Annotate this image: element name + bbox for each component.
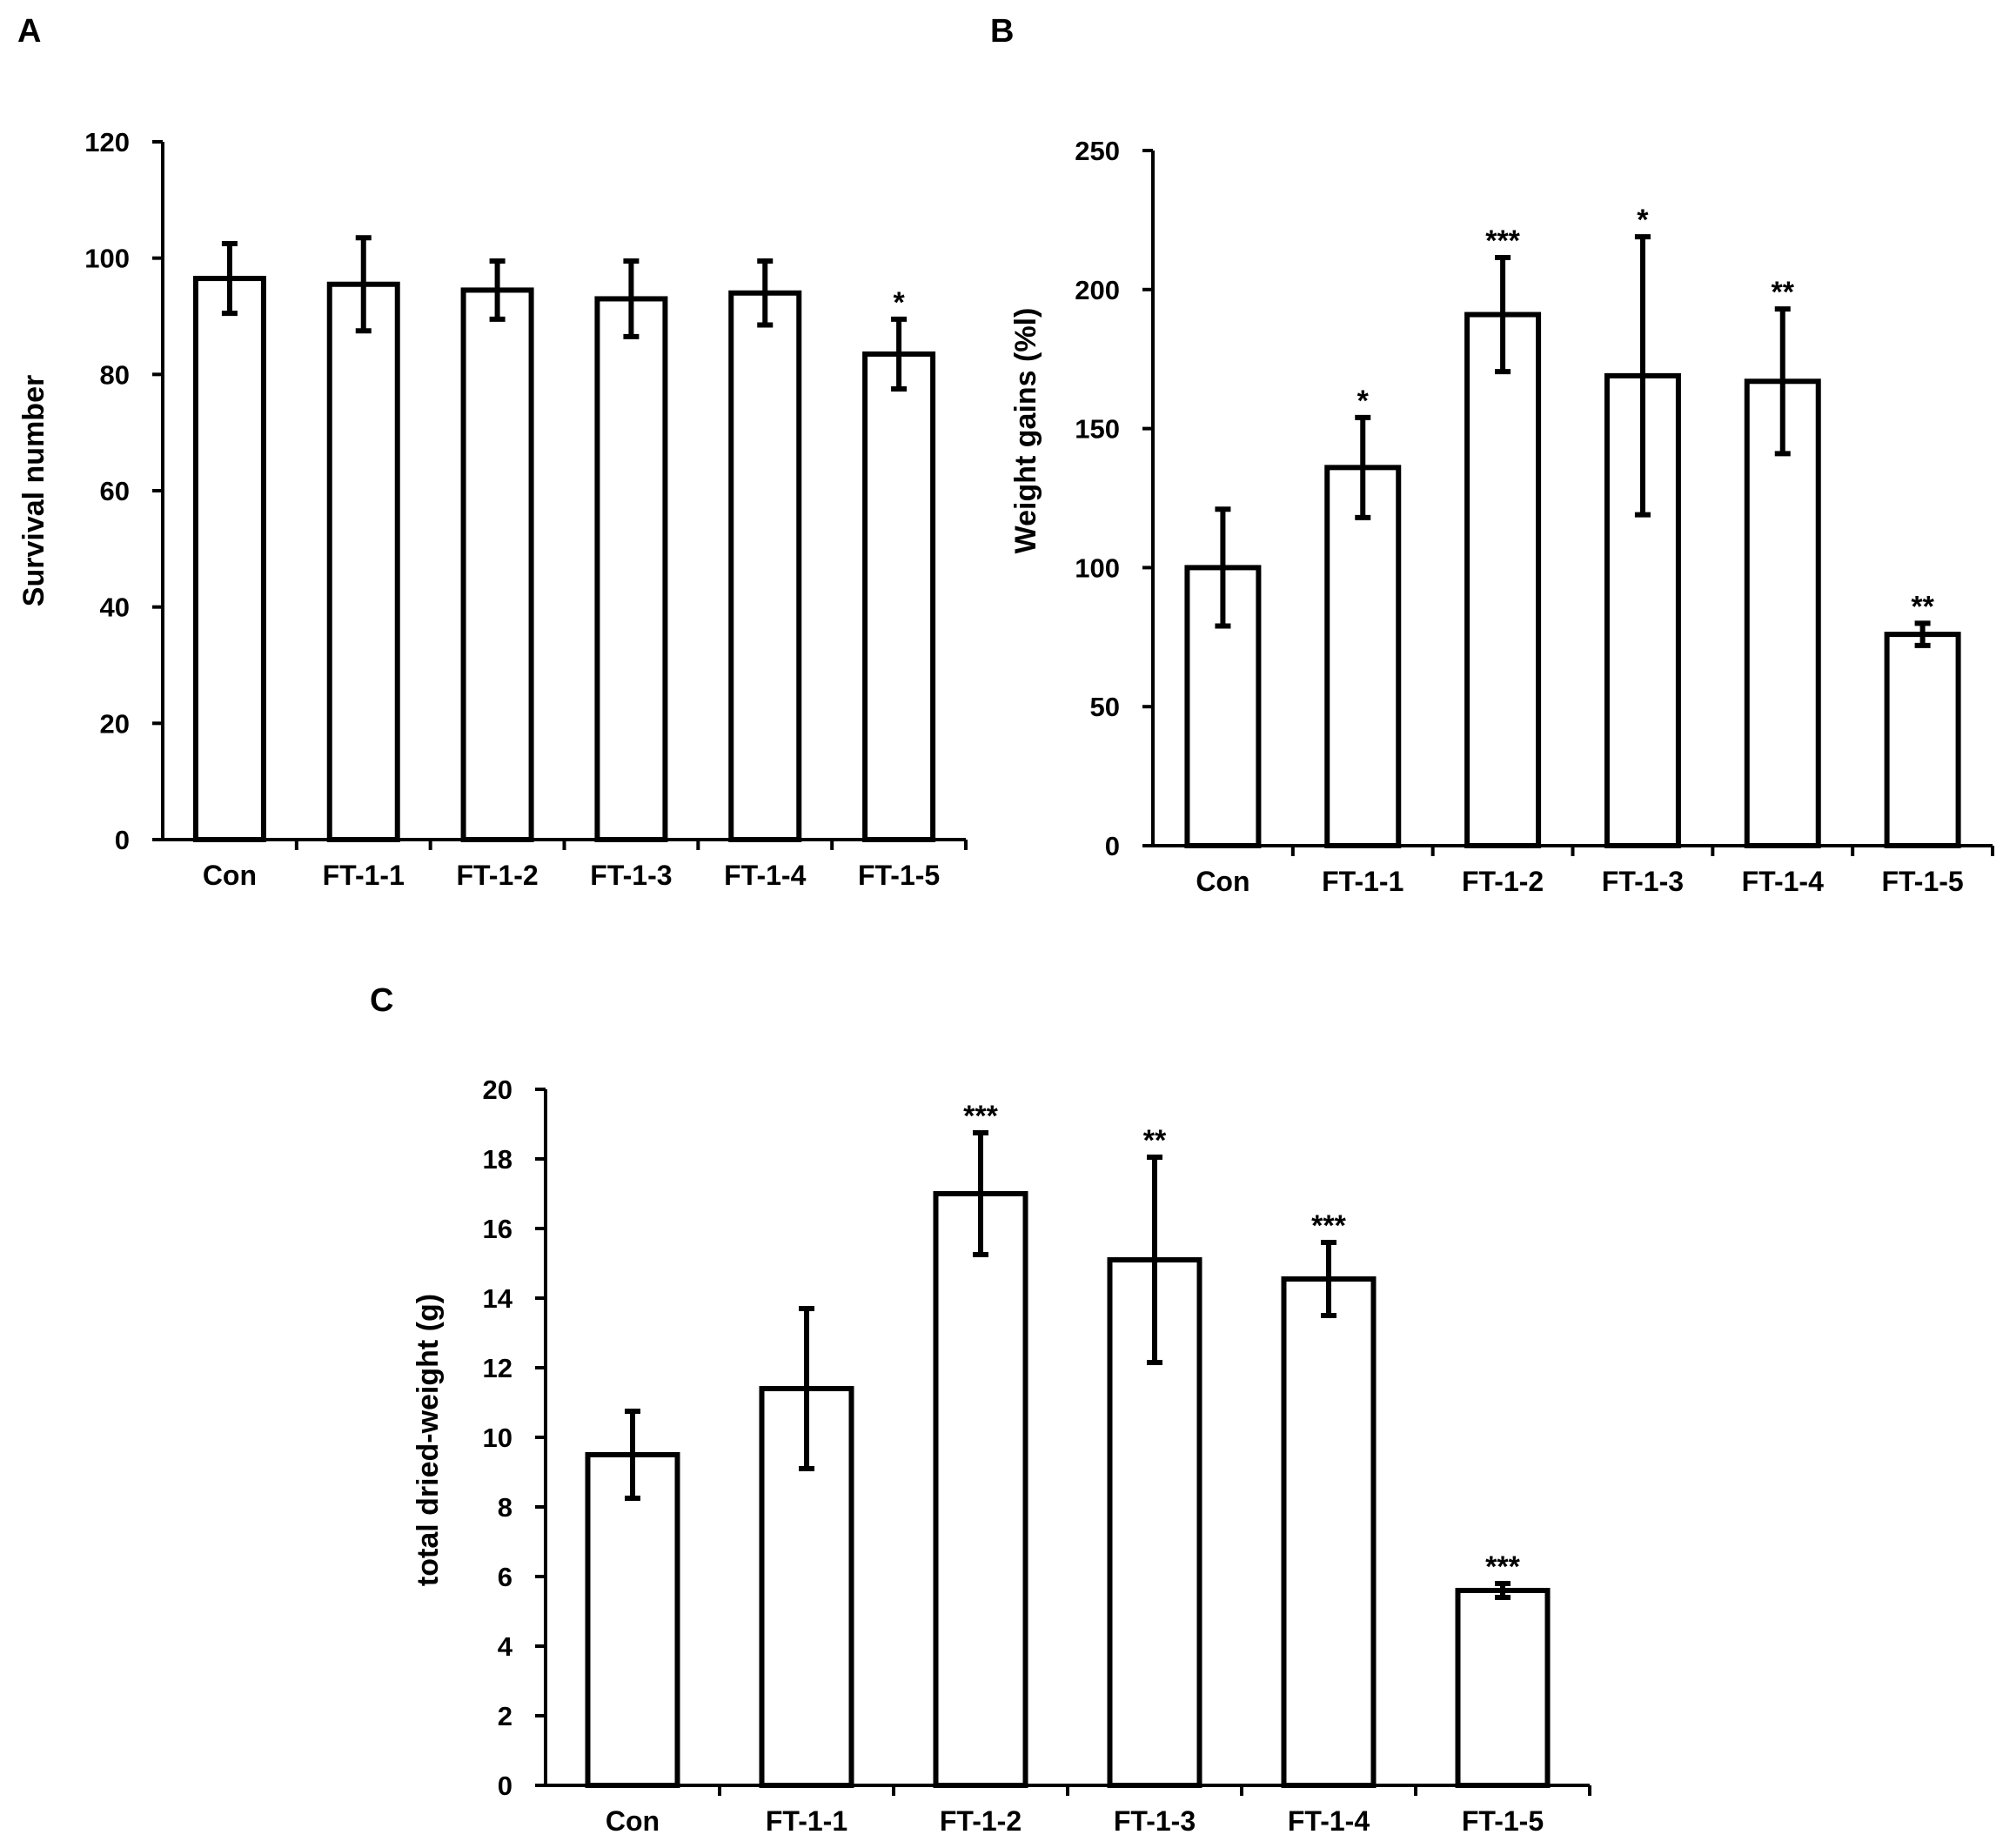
significance-label-c: ** [1143, 1124, 1167, 1157]
bar-a [192, 276, 266, 842]
bar-c [1455, 1588, 1551, 1788]
x-category-label-a: Con [203, 860, 257, 891]
y-tick-label-c: 20 [483, 1075, 512, 1105]
significance-label-b: ** [1911, 590, 1934, 623]
x-category-label-c: FT-1-1 [766, 1805, 847, 1837]
bar-a [594, 296, 668, 842]
x-category-label-b: FT-1-3 [1602, 866, 1684, 897]
bar-b [1744, 378, 1821, 848]
significance-label-c: *** [963, 1100, 998, 1133]
x-category-label-c: FT-1-2 [940, 1805, 1022, 1837]
y-tick-label-c: 14 [483, 1283, 513, 1314]
significance-label-b: * [1357, 385, 1370, 418]
x-category-label-b: FT-1-4 [1742, 866, 1824, 897]
x-category-label-c: FT-1-5 [1462, 1805, 1544, 1837]
y-tick-label-c: 8 [498, 1492, 512, 1523]
significance-label-b: *** [1485, 224, 1520, 258]
y-tick-label-c: 0 [498, 1771, 512, 1801]
y-tick-label-c: 6 [498, 1562, 512, 1592]
significance-label-c: *** [1311, 1209, 1346, 1242]
bar-c [1281, 1276, 1377, 1788]
bar-b [1884, 632, 1961, 848]
y-tick-label-a: 120 [84, 127, 130, 157]
bar-a [326, 281, 400, 843]
x-category-label-a: FT-1-5 [858, 860, 940, 891]
significance-label-b: * [1637, 204, 1649, 237]
bar-a [862, 351, 936, 843]
y-tick-label-a: 100 [84, 244, 130, 274]
y-tick-label-c: 18 [483, 1144, 512, 1175]
panel-label-a: A [17, 13, 41, 50]
y-axis-title-b: Weight gains (%l) [1009, 308, 1042, 554]
x-category-label-b: FT-1-2 [1462, 866, 1544, 897]
y-tick-label-b: 250 [1075, 136, 1120, 166]
y-tick-label-b: 200 [1075, 275, 1120, 305]
panel-label-c: C [370, 982, 393, 1019]
significance-label-c: *** [1485, 1550, 1520, 1584]
bar-c [585, 1452, 680, 1788]
y-tick-label-c: 10 [483, 1423, 512, 1453]
y-tick-label-c: 4 [498, 1631, 513, 1662]
panel-label-b: B [990, 13, 1014, 50]
bar-b [1324, 465, 1402, 848]
y-tick-label-b: 0 [1105, 831, 1120, 861]
y-axis-title-a: Survival number [17, 375, 50, 606]
significance-label-a: * [893, 286, 905, 319]
y-tick-label-a: 40 [100, 593, 130, 623]
chart-survival-number: 0 20 40 60 80 100 120 Con FT-1-1 FT-1-2 FT-1-3 FT-1… [17, 127, 968, 891]
y-tick-label-c: 12 [483, 1353, 512, 1383]
x-category-label-c: FT-1-4 [1288, 1805, 1370, 1837]
y-axis-title-c: total dried-weight (g) [412, 1294, 445, 1586]
y-tick-label-b: 100 [1075, 552, 1120, 583]
y-tick-label-a: 80 [100, 359, 130, 390]
y-tick-label-a: 0 [115, 825, 130, 855]
x-category-label-a: FT-1-3 [590, 860, 672, 891]
y-tick-label-a: 60 [100, 476, 130, 506]
y-tick-label-b: 50 [1090, 692, 1120, 722]
x-category-label-c: FT-1-3 [1114, 1805, 1196, 1837]
bar-a [728, 290, 802, 842]
x-category-label-c: Con [606, 1805, 660, 1837]
x-category-label-a: FT-1-2 [456, 860, 538, 891]
x-category-label-b: Con [1196, 866, 1249, 897]
x-category-label-a: FT-1-4 [724, 860, 806, 891]
bar-c [933, 1191, 1028, 1788]
y-tick-label-a: 20 [100, 708, 130, 739]
chart-total-dried-weight: 0 2 4 6 8 10 12 14 16 18 20 Con FT-1-1 FT-1-2 *** FT-1-… [412, 1075, 1591, 1837]
x-category-label-b: FT-1-5 [1881, 866, 1963, 897]
y-tick-label-c: 16 [483, 1214, 512, 1244]
x-category-label-a: FT-1-1 [323, 860, 405, 891]
significance-label-b: ** [1772, 276, 1795, 309]
bar-b [1464, 311, 1542, 848]
x-category-label-b: FT-1-1 [1322, 866, 1403, 897]
y-tick-label-c: 2 [498, 1701, 512, 1731]
y-tick-label-b: 150 [1075, 414, 1120, 445]
bar-a [460, 287, 534, 842]
